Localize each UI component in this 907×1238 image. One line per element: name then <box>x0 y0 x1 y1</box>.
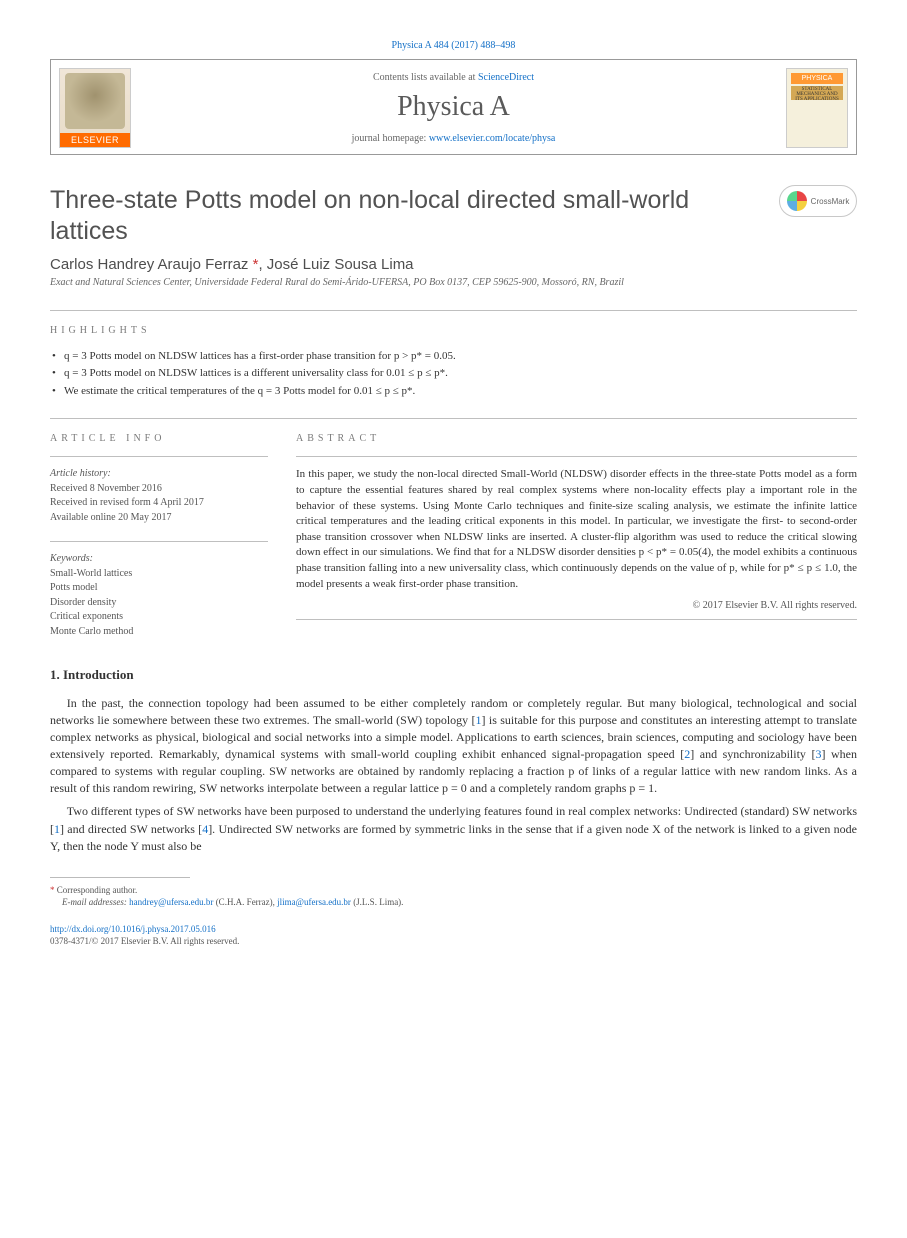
highlights-label: HIGHLIGHTS <box>50 325 857 336</box>
crossmark-badge[interactable]: CrossMark <box>779 185 857 217</box>
abstract-copyright: © 2017 Elsevier B.V. All rights reserved… <box>296 600 857 611</box>
paper-title: Three-state Potts model on non-local dir… <box>50 185 763 248</box>
affiliation: Exact and Natural Sciences Center, Unive… <box>50 277 857 288</box>
journal-name: Physica A <box>51 91 856 123</box>
crossmark-icon <box>787 191 807 211</box>
citation-link[interactable]: Physica A 484 (2017) 488–498 <box>392 40 516 51</box>
intro-para-2: Two different types of SW networks have … <box>50 803 857 854</box>
history-label: Article history: <box>50 467 268 482</box>
corr-author-note: * Corresponding author. <box>50 884 857 897</box>
keyword: Monte Carlo method <box>50 625 268 640</box>
highlight-item: We estimate the critical temperatures of… <box>50 383 857 401</box>
email-1[interactable]: handrey@ufersa.edu.br <box>129 897 213 907</box>
sciencedirect-link[interactable]: ScienceDirect <box>478 72 534 83</box>
email-1-name: (C.H.A. Ferraz), <box>213 897 277 907</box>
keywords-block: Keywords: Small-World lattices Potts mod… <box>50 552 268 639</box>
contents-prefix: Contents lists available at <box>373 72 478 83</box>
elsevier-logo: ELSEVIER <box>59 68 131 148</box>
keyword: Disorder density <box>50 596 268 611</box>
title-row: Three-state Potts model on non-local dir… <box>50 185 857 248</box>
revised-date: Received in revised form 4 April 2017 <box>50 496 268 511</box>
abstract-col: ABSTRACT In this paper, we study the non… <box>296 419 857 639</box>
keyword: Small-World lattices <box>50 567 268 582</box>
email-2-name: (J.L.S. Lima). <box>351 897 404 907</box>
article-info-col: ARTICLE INFO Article history: Received 8… <box>50 419 268 639</box>
footnotes: * Corresponding author. E-mail addresses… <box>50 884 857 909</box>
citation-header: Physica A 484 (2017) 488–498 <box>50 40 857 51</box>
keywords-label: Keywords: <box>50 552 268 567</box>
asterisk-icon: * <box>50 885 55 895</box>
author-sep: , <box>258 256 266 273</box>
rule-abstract-top <box>296 456 857 457</box>
footnote-rule <box>50 877 190 878</box>
online-date: Available online 20 May 2017 <box>50 511 268 526</box>
contents-line: Contents lists available at ScienceDirec… <box>51 72 856 83</box>
keyword: Potts model <box>50 581 268 596</box>
doi-block: http://dx.doi.org/10.1016/j.physa.2017.0… <box>50 923 857 948</box>
rule-1 <box>50 310 857 311</box>
email-2[interactable]: jlima@ufersa.edu.br <box>277 897 351 907</box>
rule-abstract-bottom <box>296 619 857 620</box>
journal-header-box: ELSEVIER PHYSICA STATISTICAL MECHANICS A… <box>50 59 857 155</box>
highlight-item: q = 3 Potts model on NLDSW lattices is a… <box>50 365 857 383</box>
journal-cover-thumb: PHYSICA STATISTICAL MECHANICS AND ITS AP… <box>786 68 848 148</box>
corr-label: Corresponding author. <box>57 885 138 895</box>
abstract-text: In this paper, we study the non-local di… <box>296 467 857 592</box>
homepage-line: journal homepage: www.elsevier.com/locat… <box>51 133 856 144</box>
cover-subtitle: STATISTICAL MECHANICS AND ITS APPLICATIO… <box>791 86 843 100</box>
issn-line: 0378-4371/© 2017 Elsevier B.V. All right… <box>50 935 857 948</box>
homepage-prefix: journal homepage: <box>352 133 429 144</box>
keyword: Critical exponents <box>50 610 268 625</box>
abstract-label: ABSTRACT <box>296 433 857 444</box>
doi-link[interactable]: http://dx.doi.org/10.1016/j.physa.2017.0… <box>50 924 216 934</box>
email-label: E-mail addresses: <box>62 897 127 907</box>
rule-info-top <box>50 456 268 457</box>
intro-heading: 1. Introduction <box>50 667 857 683</box>
intro-para-1: In the past, the connection topology had… <box>50 695 857 797</box>
author-1[interactable]: Carlos Handrey Araujo Ferraz <box>50 256 248 273</box>
elsevier-tree-icon <box>65 73 125 129</box>
authors: Carlos Handrey Araujo Ferraz *, José Lui… <box>50 256 857 273</box>
info-abstract-row: ARTICLE INFO Article history: Received 8… <box>50 419 857 639</box>
cover-title: PHYSICA <box>791 73 843 84</box>
rule-info-mid <box>50 541 268 542</box>
article-info-label: ARTICLE INFO <box>50 433 268 444</box>
article-history: Article history: Received 8 November 201… <box>50 467 268 525</box>
elsevier-label: ELSEVIER <box>60 133 130 147</box>
crossmark-label: CrossMark <box>811 197 850 206</box>
page: Physica A 484 (2017) 488–498 ELSEVIER PH… <box>0 0 907 978</box>
highlight-item: q = 3 Potts model on NLDSW lattices has … <box>50 348 857 366</box>
homepage-link[interactable]: www.elsevier.com/locate/physa <box>429 133 556 144</box>
received-date: Received 8 November 2016 <box>50 482 268 497</box>
p1-t3: ] and synchronizability [ <box>690 747 815 761</box>
highlights-list: q = 3 Potts model on NLDSW lattices has … <box>50 348 857 401</box>
p2-t2: ] and directed SW networks [ <box>60 822 202 836</box>
email-line: E-mail addresses: handrey@ufersa.edu.br … <box>50 896 857 909</box>
author-2[interactable]: José Luiz Sousa Lima <box>267 256 414 273</box>
